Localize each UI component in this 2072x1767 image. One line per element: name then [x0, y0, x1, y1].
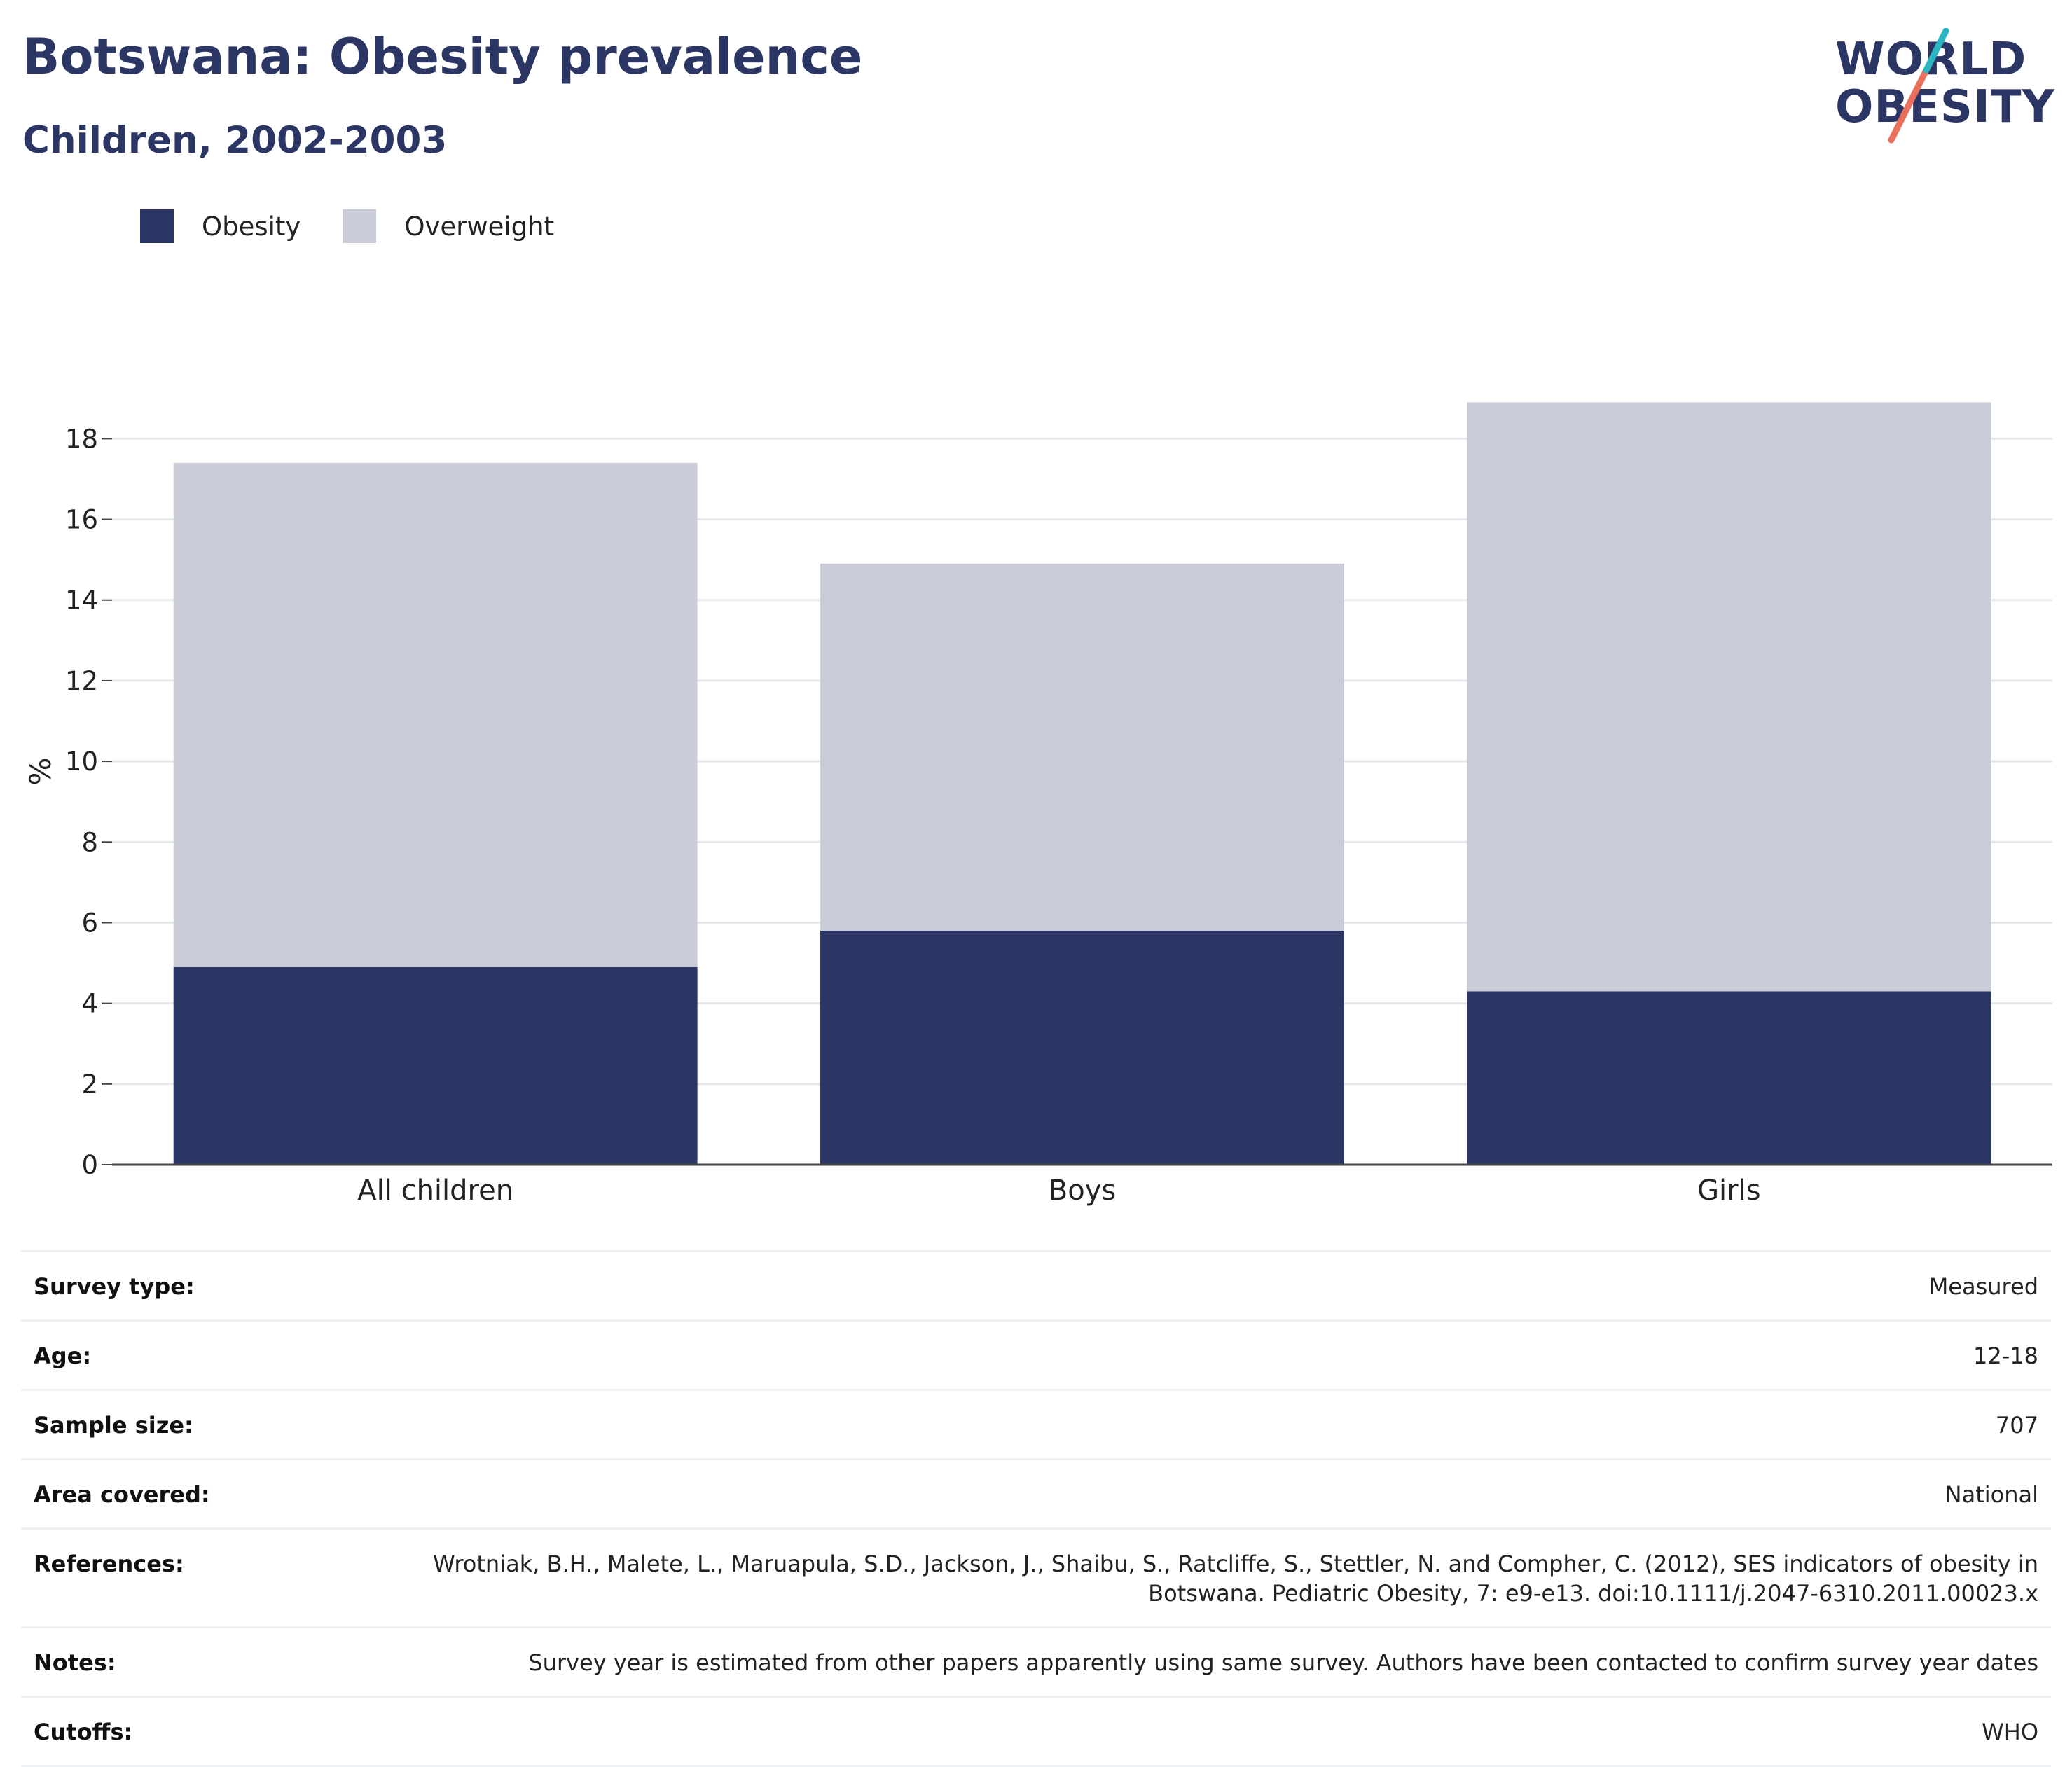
- info-row-survey-type: Survey type: Measured: [21, 1252, 2051, 1322]
- bar-overweight-girls: [1467, 402, 1991, 992]
- y-tick-label: 6: [81, 908, 98, 938]
- y-tick-label: 2: [81, 1069, 98, 1100]
- info-key: Cutoffs:: [34, 1719, 133, 1745]
- y-tick-label: 8: [81, 827, 98, 857]
- y-tick-label: 12: [65, 666, 98, 696]
- stacked-bar-chart: 0 2 4 6 8 10 12 14 16 18% All children Boys Girls: [23, 402, 2052, 1207]
- legend-label-obesity: Obesity: [202, 211, 301, 242]
- legend-item-overweight[interactable]: Overweight: [343, 209, 554, 243]
- info-value: Survey year is estimated from other pape…: [528, 1649, 2038, 1676]
- info-row-references: References: Wrotniak, B.H., Malete, L., …: [21, 1530, 2051, 1628]
- info-value: National: [1945, 1481, 2038, 1508]
- x-tick-label: Girls: [1697, 1174, 1761, 1207]
- info-value: 12-18: [1973, 1343, 2038, 1369]
- bar-overweight-boys: [820, 563, 1344, 931]
- info-row-area-covered: Area covered: National: [21, 1460, 2051, 1530]
- chart-subtitle: Children, 2002-2003: [22, 119, 448, 162]
- y-tick-label: 14: [65, 585, 98, 616]
- info-value: Measured: [1928, 1273, 2038, 1300]
- legend-label-overweight: Overweight: [404, 211, 555, 242]
- info-row-age: Age: 12-18: [21, 1322, 2051, 1391]
- y-tick-label: 4: [81, 989, 98, 1019]
- info-row-notes: Notes: Survey year is estimated from oth…: [21, 1628, 2051, 1698]
- legend-swatch-obesity: [140, 209, 174, 243]
- info-value: Wrotniak, B.H., Malete, L., Maruapula, S…: [433, 1551, 2038, 1607]
- logo-slash-icon: [1888, 28, 1949, 144]
- bar-obesity-all-children: [173, 966, 698, 1165]
- legend-item-obesity[interactable]: Obesity: [140, 209, 301, 243]
- y-tick-label: 0: [81, 1150, 98, 1180]
- y-axis-label: %: [23, 758, 57, 786]
- info-key: Survey type:: [34, 1273, 195, 1300]
- info-value: WHO: [1982, 1719, 2038, 1745]
- bar-obesity-girls: [1467, 991, 1991, 1165]
- info-key: Age:: [34, 1343, 92, 1369]
- x-tick-label: All children: [357, 1174, 513, 1207]
- bar-overweight-all-children: [173, 462, 698, 967]
- bar-obesity-boys: [820, 930, 1344, 1165]
- info-key: Sample size:: [34, 1412, 193, 1439]
- world-obesity-logo: WORLD OBESITY: [1821, 28, 2055, 147]
- y-tick-label: 10: [65, 747, 98, 777]
- legend-swatch-overweight: [343, 209, 377, 243]
- info-row-cutoffs: Cutoffs: WHO: [21, 1698, 2051, 1767]
- y-tick-label: 16: [65, 505, 98, 535]
- logo-line-2: OBESITY: [1835, 81, 2055, 133]
- info-value: 707: [1995, 1412, 2038, 1439]
- x-tick-label: Boys: [1049, 1174, 1116, 1207]
- y-tick-label: 18: [65, 424, 98, 454]
- chart-legend: Obesity Overweight: [140, 209, 596, 244]
- info-key: Notes:: [34, 1649, 116, 1676]
- info-key: References:: [34, 1551, 184, 1577]
- chart-title: Botswana: Obesity prevalence: [22, 28, 863, 85]
- info-key: Area covered:: [34, 1481, 210, 1508]
- info-row-sample-size: Sample size: 707: [21, 1391, 2051, 1460]
- survey-info-table: Survey type: Measured Age: 12-18 Sample …: [21, 1250, 2051, 1767]
